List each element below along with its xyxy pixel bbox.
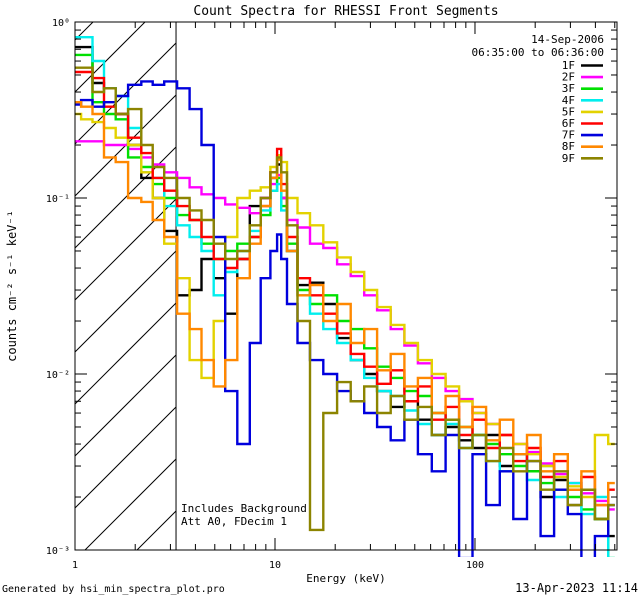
legend-entry-9F: 9F <box>562 152 603 165</box>
footer-generated-by: Generated by hsi_min_spectra_plot.pro <box>2 584 225 595</box>
legend-date: 14-Sep-2006 <box>531 33 604 46</box>
spectrum-line-6F <box>75 70 615 507</box>
x-tick-label: 100 <box>466 560 484 571</box>
spectra-curves <box>75 36 615 557</box>
hatched-low-energy-region <box>75 22 176 550</box>
y-tick-label: 10⁻¹ <box>46 194 70 205</box>
spectrum-line-1F <box>75 45 615 538</box>
y-axis-label: counts cm⁻² s⁻¹ keV⁻¹ <box>5 210 19 362</box>
legend-label: 7F <box>562 129 575 142</box>
y-tick-label: 10⁻² <box>46 370 70 381</box>
spectrum-line-7F <box>75 80 615 557</box>
legend-label: 1F <box>562 59 575 72</box>
legend-entry-6F: 6F <box>562 117 603 130</box>
legend-label: 8F <box>562 140 575 153</box>
spectrum-line-5F <box>75 112 615 499</box>
x-tick-label: 1 <box>72 560 78 571</box>
legend-entry-1F: 1F <box>562 59 603 72</box>
x-tick-label: 10 <box>269 560 281 571</box>
legend-entry-7F: 7F <box>562 129 603 142</box>
spectrum-line-9F <box>75 66 615 532</box>
legend-label: 6F <box>562 117 575 130</box>
page-title: Count Spectra for RHESSI Front Segments <box>193 4 498 19</box>
annotation-includes-background: Includes Background <box>181 502 307 515</box>
spectrum-line-8F <box>75 101 615 507</box>
legend-entry-2F: 2F <box>562 71 603 84</box>
y-tick-label: 10⁻³ <box>46 546 70 557</box>
legend-time-range: 06:35:00 to 06:36:00 <box>472 46 604 59</box>
legend-entry-3F: 3F <box>562 82 603 95</box>
footer-datetime: 13-Apr-2023 11:14 <box>515 581 638 595</box>
legend-label: 9F <box>562 152 575 165</box>
spectrum-line-3F <box>75 53 615 557</box>
legend-label: 4F <box>562 94 575 107</box>
legend-label: 5F <box>562 105 575 118</box>
x-axis-label: Energy (keV) <box>306 572 385 585</box>
plot-frame <box>74 21 618 551</box>
annotation-attenuator-state: Att A0, FDecim 1 <box>181 515 287 528</box>
legend-label: 3F <box>562 82 575 95</box>
legend-entry-8F: 8F <box>562 140 603 153</box>
y-tick-label: 10⁰ <box>52 18 70 29</box>
legend-entry-5F: 5F <box>562 105 603 118</box>
legend-label: 2F <box>562 71 575 84</box>
legend-entry-4F: 4F <box>562 94 603 107</box>
